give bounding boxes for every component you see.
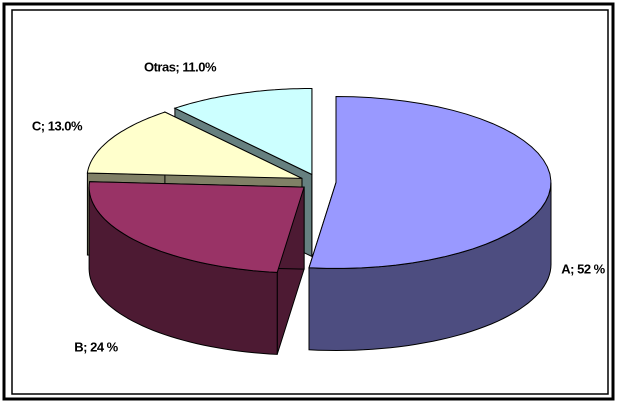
- slice-top: [86, 111, 303, 179]
- data-label: C; 13.0%: [32, 118, 83, 133]
- slice-top: [173, 88, 313, 176]
- slice: [88, 181, 305, 355]
- data-label: B; 24 %: [74, 339, 118, 354]
- plot-frame: [11, 9, 609, 395]
- slice-top: [308, 95, 552, 269]
- slice-top: [88, 181, 305, 273]
- pie: A; 52 % B; 24 % C; 13.0% Otras; 11.0%: [32, 59, 606, 355]
- slice: [308, 95, 552, 352]
- data-label: Otras; 11.0%: [144, 59, 217, 74]
- data-label: A; 52 %: [561, 261, 605, 276]
